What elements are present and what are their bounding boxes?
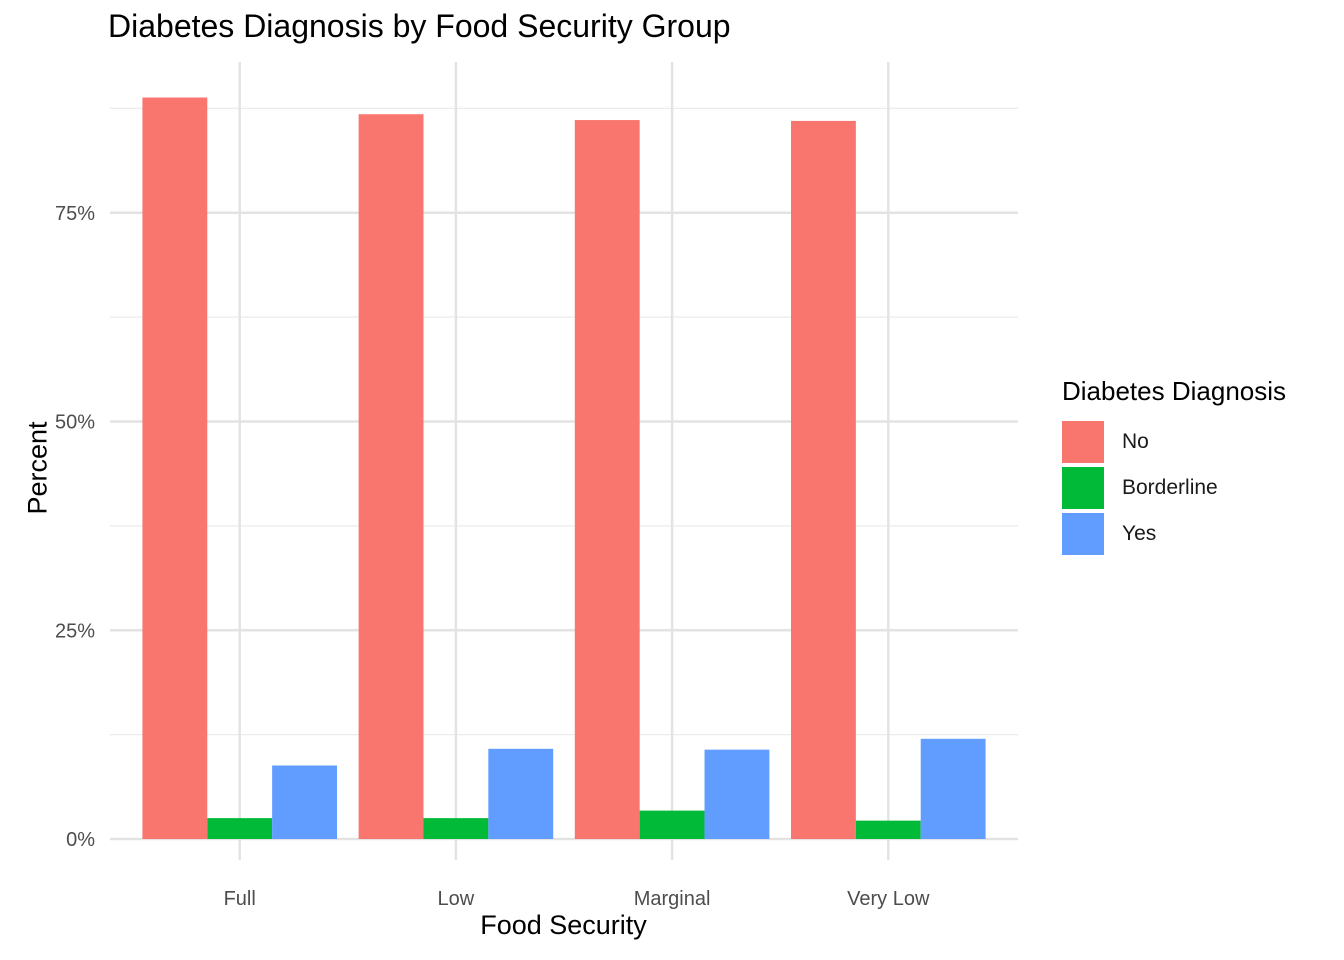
bar-borderline-full	[207, 818, 273, 839]
bar-no-very-low	[791, 120, 856, 839]
legend-label: No	[1122, 430, 1149, 453]
bar-yes-low	[488, 748, 554, 839]
legend-label: Yes	[1122, 522, 1157, 545]
bar-borderline-very-low	[855, 820, 921, 839]
legend-item-borderline: Borderline	[1062, 465, 1286, 511]
bar-no-marginal	[574, 120, 640, 839]
y-axis-label: Percent	[22, 421, 53, 515]
legend-item-yes: Yes	[1062, 511, 1286, 557]
legend-label: Borderline	[1122, 476, 1218, 499]
x-tick-label: Marginal	[634, 888, 711, 910]
legend-key	[1062, 467, 1104, 509]
bar-no-low	[358, 114, 424, 840]
legend-item-no: No	[1062, 419, 1286, 465]
bar-borderline-low	[423, 818, 489, 839]
x-tick-label: Full	[224, 888, 256, 910]
bar-yes-marginal	[704, 749, 770, 839]
legend-title: Diabetes Diagnosis	[1062, 376, 1287, 406]
legend-items: No Borderline Yes	[1062, 419, 1286, 557]
x-tick-label: Very Low	[847, 888, 930, 910]
y-tick-label: 25%	[55, 620, 95, 642]
bar-borderline-marginal	[639, 810, 705, 839]
y-tick-label: 0%	[66, 829, 95, 851]
legend: Diabetes Diagnosis No Borderline Yes	[1062, 376, 1286, 557]
y-tick-label: 75%	[55, 203, 95, 225]
x-tick-label: Low	[438, 888, 475, 910]
bar-yes-full	[272, 765, 337, 839]
bar-yes-very-low	[920, 738, 986, 839]
legend-key	[1062, 421, 1104, 463]
legend-key	[1062, 513, 1104, 555]
chart-title: Diabetes Diagnosis by Food Security Grou…	[108, 8, 731, 44]
bar-no-full	[142, 97, 208, 839]
y-tick-label: 50%	[55, 412, 95, 434]
x-axis-label: Food Security	[480, 910, 647, 940]
